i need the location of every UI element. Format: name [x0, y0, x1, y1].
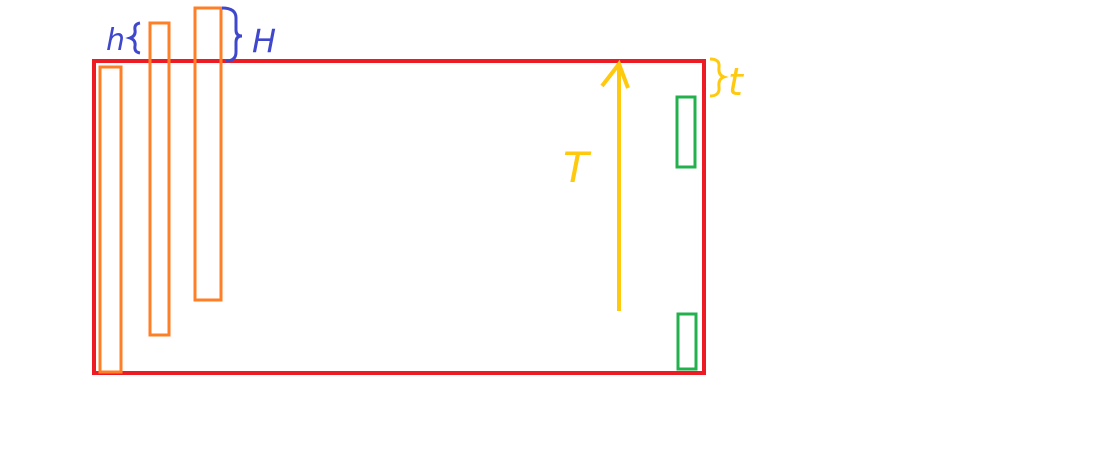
T-arrow-head — [600, 59, 630, 89]
bar-3 — [193, 6, 223, 302]
t-label: t — [728, 60, 745, 104]
T-label: T — [563, 143, 592, 192]
bar-1 — [98, 65, 123, 374]
bar-2 — [148, 21, 171, 337]
H-label: H — [252, 22, 276, 60]
slot-bottom — [676, 312, 698, 371]
slot-top — [675, 95, 697, 169]
h-brace — [125, 21, 141, 55]
h-label: h — [106, 23, 125, 58]
H-brace — [221, 6, 243, 63]
outer-frame — [92, 59, 706, 375]
t-brace — [709, 57, 729, 98]
